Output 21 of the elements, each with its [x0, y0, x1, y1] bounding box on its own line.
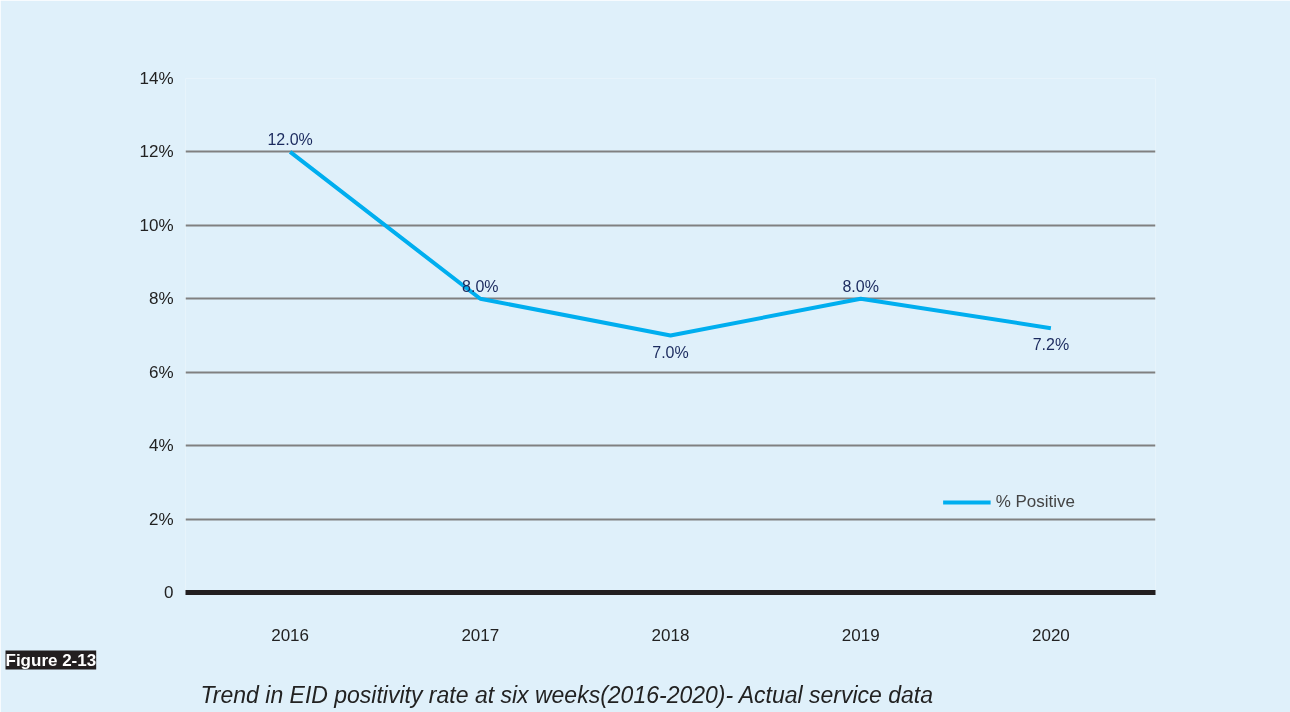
y-tick-label: 12%: [139, 142, 174, 162]
x-tick-label: 2017: [461, 625, 500, 645]
x-tick-label: 2019: [841, 625, 880, 645]
y-tick-label: 6%: [148, 362, 174, 382]
y-tick-label: 0: [164, 583, 174, 602]
x-tick-label: 2020: [1031, 625, 1070, 645]
y-tick-label: 2%: [148, 509, 174, 529]
y-tick-label: 4%: [148, 436, 174, 456]
legend-label: % Positive: [995, 492, 1075, 512]
text: 7.2%: [1032, 336, 1070, 354]
text: 7.0%: [652, 343, 689, 361]
y-tick-label: 10%: [139, 215, 174, 235]
text: 12.0%: [267, 130, 313, 148]
line-series: [288, 149, 1053, 338]
x-tick-label: 2018: [651, 625, 690, 645]
y-tick-label: 14%: [139, 69, 174, 88]
x-tick-label: 2016: [271, 625, 310, 645]
text: Figure 2-13: [5, 650, 97, 670]
y-tick-label: 8%: [148, 289, 174, 309]
text: Trend in EID positivity rate at six weeks(2016-2020)- Actual service data: [200, 681, 933, 708]
text: 8.0%: [842, 277, 879, 295]
